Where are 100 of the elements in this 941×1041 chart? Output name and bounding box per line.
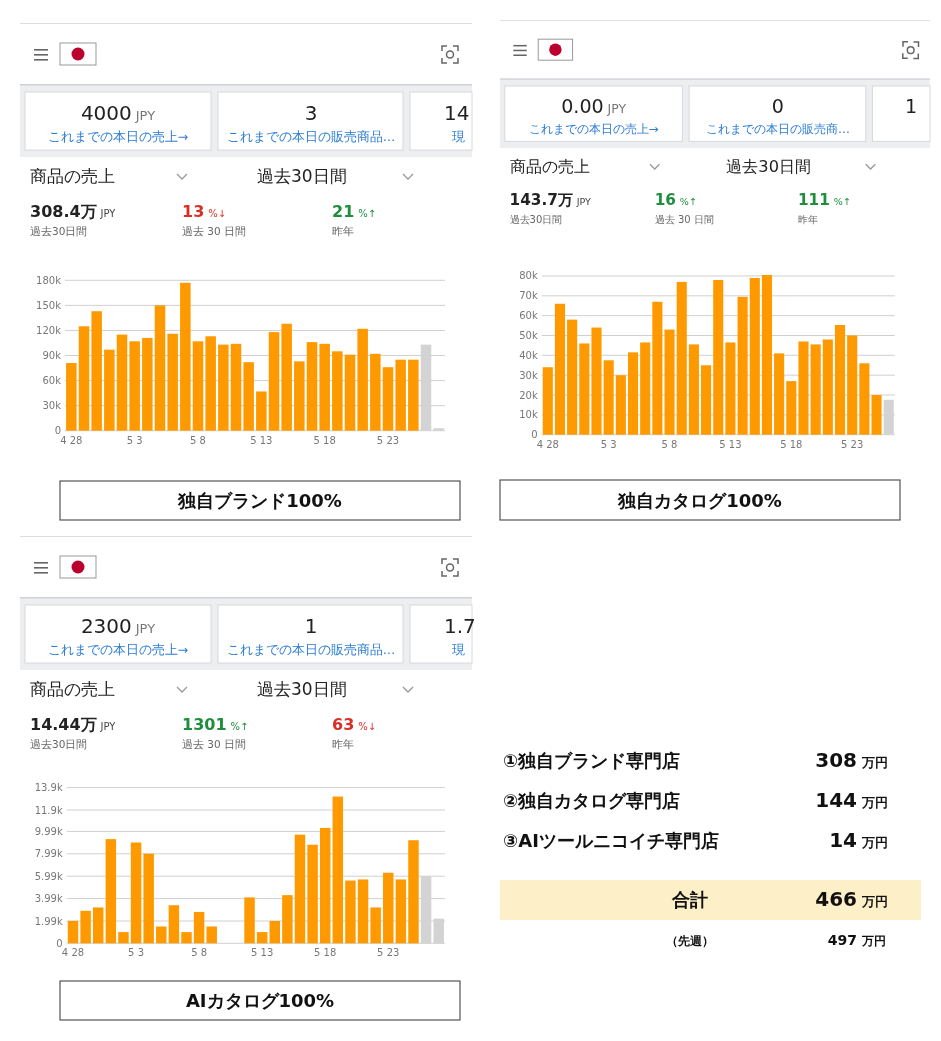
bar (281, 323, 292, 431)
bar (591, 327, 602, 435)
text: 昨年 (332, 738, 354, 750)
bar (244, 897, 255, 944)
x-tick-label: 5 18 (313, 434, 336, 446)
x-tick-label: 5 18 (780, 438, 803, 450)
y-tick-label: 7.99k (34, 848, 63, 860)
text: %↑ (833, 196, 851, 208)
bar (542, 367, 553, 435)
text: 過去30日間 (509, 213, 563, 225)
y-tick-label: 50k (519, 330, 538, 341)
text: 商品の売上 (509, 156, 590, 176)
y-tick-label: 90k (42, 350, 62, 361)
bar (80, 910, 91, 944)
bar (664, 329, 675, 435)
bar (652, 301, 663, 435)
bar (142, 337, 153, 431)
text: 昨年 (797, 213, 818, 225)
y-tick-label: 180k (36, 274, 62, 286)
text: 昨年 (332, 225, 354, 237)
text: 独自カタログ100% (617, 489, 782, 511)
y-tick-label: 80k (519, 270, 538, 282)
text: 過去 30 日間 (654, 213, 714, 225)
text: 14 (444, 101, 470, 125)
text: AIカタログ100% (185, 990, 335, 1011)
bar (91, 311, 102, 431)
text: ①独自ブランド専門店 (503, 750, 681, 771)
y-tick-label: 40k (519, 349, 538, 361)
bar (181, 932, 192, 944)
text: 0 (771, 94, 784, 118)
x-tick-label: 5 23 (841, 438, 864, 450)
bar (640, 342, 651, 435)
bar (357, 879, 369, 944)
bar (154, 305, 166, 431)
y-tick-label: 150k (36, 299, 62, 311)
text: 過去 30 日間 (182, 225, 247, 237)
bar (871, 395, 882, 435)
text: 過去30日間 (257, 166, 347, 186)
x-tick-label: 4 28 (61, 947, 85, 959)
bar (180, 282, 191, 431)
text: %↑ (230, 721, 249, 732)
text: 過去30日間 (30, 225, 88, 237)
bar (713, 279, 724, 435)
bar (269, 920, 280, 944)
y-tick-label: 60k (42, 375, 62, 387)
bar (688, 344, 699, 435)
text: 308.4万 (30, 202, 97, 221)
text: 16 (654, 191, 676, 210)
bar (382, 367, 394, 431)
bar (67, 920, 79, 944)
bar (345, 880, 356, 944)
bar (105, 839, 117, 944)
text: 1 (304, 614, 318, 638)
text: （先週） (666, 934, 714, 948)
y-tick-label: 10k (519, 409, 538, 421)
text: これまでの本日の売上→ (47, 642, 189, 657)
text: 21 (332, 202, 355, 221)
y-tick-label: 30k (519, 369, 538, 381)
y-tick-label: 9.99k (34, 825, 63, 837)
bar (168, 905, 180, 944)
bar (761, 274, 773, 435)
text: 0.00 (561, 94, 604, 118)
y-tick-label: 60k (519, 310, 538, 322)
text: 万円 (861, 894, 888, 909)
bar (256, 932, 268, 944)
y-tick-label: 20k (519, 389, 538, 401)
text: 4000 (80, 101, 132, 125)
y-tick-label: 13.9k (34, 782, 63, 794)
bar (143, 853, 154, 944)
bar (130, 842, 142, 944)
text: JPY (134, 621, 156, 636)
text: 万円 (861, 934, 886, 948)
y-tick-label: 5.99k (34, 870, 63, 882)
text: %↓ (208, 208, 227, 219)
text: 3 (304, 101, 318, 125)
text: 1 (904, 94, 918, 118)
bar (395, 359, 406, 431)
text: ③AIツールニコイチ専門店 (503, 830, 719, 851)
x-tick-label: 5 13 (251, 947, 274, 959)
x-tick-label: 5 3 (128, 947, 145, 959)
text: 万円 (861, 835, 888, 850)
x-tick-label: 5 23 (377, 947, 400, 959)
bar (567, 319, 578, 435)
text: 14.44万 (30, 715, 97, 734)
text: %↑ (358, 208, 377, 219)
y-tick-label: 120k (36, 324, 62, 336)
text: 商品の売上 (30, 166, 115, 186)
y-tick-label: 30k (42, 400, 62, 412)
bar (627, 352, 639, 435)
x-tick-label: 5 13 (250, 434, 273, 446)
text: 1.7 (444, 614, 476, 638)
text: %↑ (679, 196, 697, 208)
text: 現 (452, 642, 465, 657)
bar (408, 840, 419, 944)
text: 万円 (861, 755, 888, 770)
x-tick-label: 5 18 (314, 947, 337, 959)
y-tick-label: 0 (56, 937, 63, 949)
bar (268, 332, 280, 431)
text: 合計 (671, 889, 708, 910)
y-tick-label: 70k (519, 290, 538, 302)
